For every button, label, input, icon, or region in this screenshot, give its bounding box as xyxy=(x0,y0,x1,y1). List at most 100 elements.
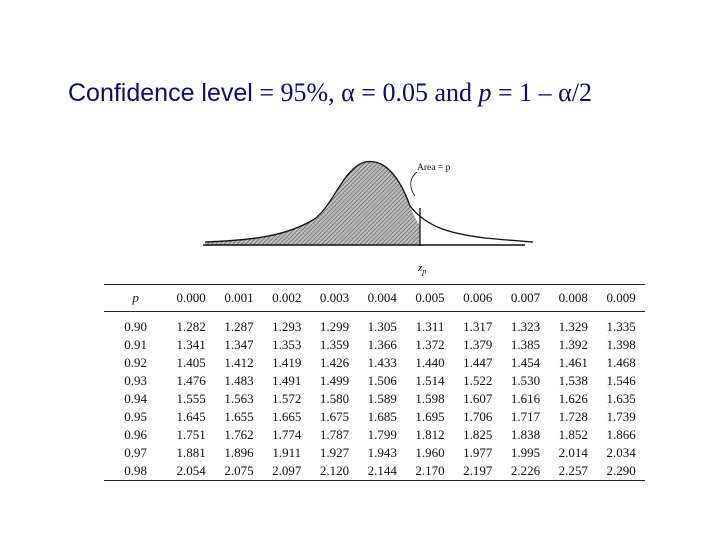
table-cell: 1.616 xyxy=(510,391,541,406)
title-over-two: /2 xyxy=(571,78,593,107)
table-cell: 2.054 xyxy=(176,463,206,478)
p-symbol: p xyxy=(478,78,492,107)
table-cell: 1.635 xyxy=(606,391,636,406)
table-row: 0.95 1.645 1.655 1.665 1.675 1.685 1.695 1.706 1… xyxy=(104,408,645,426)
table-cell: 1.538 xyxy=(558,373,588,388)
table-cell: 1.379 xyxy=(463,337,493,352)
table-cell: 1.461 xyxy=(558,355,588,370)
table-cell: 1.419 xyxy=(272,355,302,370)
table-body: 0.90 1.282 1.287 1.293 1.299 1.305 1.311 1.317 1… xyxy=(104,312,645,480)
table-cell: 1.323 xyxy=(510,319,541,334)
table-cell: 1.293 xyxy=(272,319,302,334)
table-row: 0.94 1.555 1.563 1.572 1.580 1.589 1.598 1.607 1… xyxy=(104,390,645,408)
table-cell: 1.717 xyxy=(510,409,541,424)
shaded-area xyxy=(205,161,420,245)
header-cell: 0.004 xyxy=(367,290,397,305)
table-cell: 1.762 xyxy=(224,427,254,442)
table-cell: 1.282 xyxy=(176,319,206,334)
table-cell: 1.695 xyxy=(415,409,445,424)
row-p-value: 0.91 xyxy=(124,337,148,352)
table-cell: 1.311 xyxy=(415,319,445,334)
table-cell: 1.305 xyxy=(367,319,397,334)
normal-curve-figure: Area = p zp xyxy=(203,160,534,276)
header-cell: 0.007 xyxy=(510,290,541,305)
table-row: 0.98 2.054 2.075 2.097 2.120 2.144 2.170 2.197 2… xyxy=(104,462,645,480)
table-row: 0.97 1.881 1.896 1.911 1.927 1.943 1.960 1.977 1… xyxy=(104,444,645,462)
density-curve xyxy=(204,160,534,243)
table-header-row: p 0.000 0.001 0.002 0.003 0.004 0.005 0.… xyxy=(104,285,645,311)
table-cell: 1.665 xyxy=(272,409,302,424)
table-cell: 1.506 xyxy=(367,373,397,388)
table-cell: 1.675 xyxy=(319,409,350,424)
row-p-value: 0.97 xyxy=(124,445,148,460)
table-cell: 1.977 xyxy=(463,445,493,460)
table-row: 0.92 1.405 1.412 1.419 1.426 1.433 1.440 1.447 1… xyxy=(104,354,645,372)
row-p-value: 0.90 xyxy=(124,319,148,334)
table-cell: 1.995 xyxy=(510,445,541,460)
table-cell: 1.372 xyxy=(415,337,445,352)
row-p-value: 0.98 xyxy=(124,463,148,478)
table-cell: 1.530 xyxy=(510,373,541,388)
table-cell: 1.476 xyxy=(176,373,206,388)
table-cell: 1.514 xyxy=(415,373,445,388)
table-cell: 1.483 xyxy=(224,373,254,388)
table-cell: 1.589 xyxy=(367,391,397,406)
slide-title: Confidence level = 95%, α = 0.05 and p =… xyxy=(68,78,592,108)
header-p: p xyxy=(132,290,139,305)
alpha-symbol: α xyxy=(558,78,572,107)
table-cell: 1.433 xyxy=(367,355,397,370)
table-cell: 2.170 xyxy=(415,463,445,478)
table-cell: 1.563 xyxy=(224,391,254,406)
table-row: 0.91 1.341 1.347 1.353 1.359 1.366 1.372 1.379 1… xyxy=(104,336,645,354)
zp-label: zp xyxy=(417,262,426,276)
table-cell: 1.287 xyxy=(224,319,254,334)
table-cell: 2.144 xyxy=(367,463,397,478)
table-cell: 1.838 xyxy=(510,427,541,442)
table-cell: 1.626 xyxy=(558,391,588,406)
area-pointer xyxy=(410,171,418,197)
table-cell: 1.728 xyxy=(558,409,588,424)
table-cell: 1.499 xyxy=(319,373,350,388)
table-cell: 1.787 xyxy=(319,427,350,442)
header-cell: 0.009 xyxy=(606,290,636,305)
table-cell: 1.645 xyxy=(176,409,206,424)
table-cell: 1.685 xyxy=(367,409,397,424)
header-cell: 0.000 xyxy=(176,290,206,305)
table-cell: 1.299 xyxy=(319,319,350,334)
row-p-value: 0.93 xyxy=(124,373,148,388)
table-cell: 1.412 xyxy=(224,355,254,370)
table-cell: 1.943 xyxy=(367,445,397,460)
table-cell: 1.960 xyxy=(415,445,445,460)
table-cell: 1.491 xyxy=(272,373,302,388)
title-alpha-value: = 0.05 and xyxy=(354,78,479,107)
table-cell: 2.120 xyxy=(319,463,350,478)
table-cell: 1.385 xyxy=(510,337,541,352)
table-cell: 1.607 xyxy=(463,391,493,406)
table-cell: 1.866 xyxy=(606,427,636,442)
table-row: 0.93 1.476 1.483 1.491 1.499 1.506 1.514 1.522 1… xyxy=(104,372,645,390)
table-cell: 2.226 xyxy=(510,463,541,478)
row-p-value: 0.92 xyxy=(124,355,148,370)
table-cell: 1.405 xyxy=(176,355,206,370)
z-table: p 0.000 0.001 0.002 0.003 0.004 0.005 0.… xyxy=(104,284,645,481)
table-cell: 1.927 xyxy=(319,445,350,460)
table-cell: 2.034 xyxy=(606,445,636,460)
table-bottom-rule xyxy=(104,480,645,481)
table-cell: 1.317 xyxy=(463,319,493,334)
table-cell: 2.197 xyxy=(463,463,493,478)
table-cell: 1.751 xyxy=(176,427,206,442)
table-cell: 1.739 xyxy=(606,409,636,424)
table-cell: 1.825 xyxy=(463,427,493,442)
header-cell: 0.008 xyxy=(558,290,588,305)
table-cell: 2.257 xyxy=(558,463,588,478)
table-cell: 1.852 xyxy=(558,427,588,442)
table-cell: 1.447 xyxy=(463,355,493,370)
table-cell: 1.440 xyxy=(415,355,445,370)
table-cell: 2.014 xyxy=(558,445,588,460)
table-cell: 1.598 xyxy=(415,391,445,406)
title-percent: = 95%, xyxy=(252,78,342,107)
table-cell: 1.812 xyxy=(415,427,445,442)
table-cell: 1.522 xyxy=(463,373,493,388)
table-cell: 1.546 xyxy=(606,373,636,388)
table-row: 0.90 1.282 1.287 1.293 1.299 1.305 1.311 1.317 1… xyxy=(104,318,645,336)
